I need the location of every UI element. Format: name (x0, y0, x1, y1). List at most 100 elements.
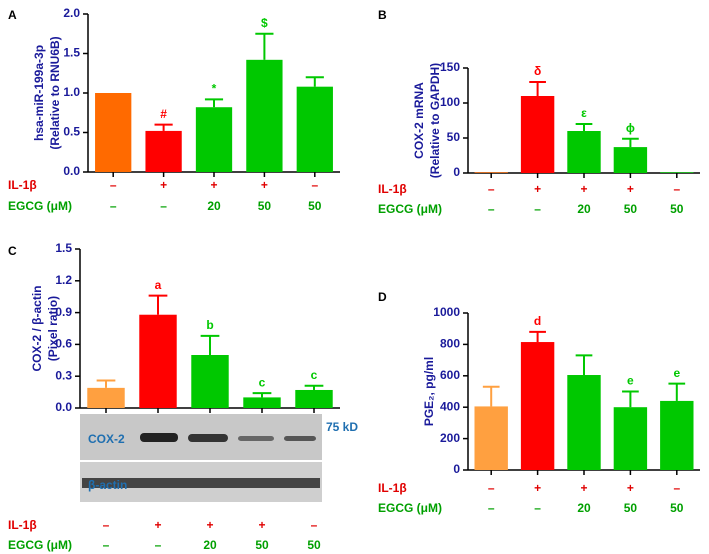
condition-value: – (488, 182, 495, 196)
condition-label: EGCG (μM) (378, 202, 442, 216)
blot-band (284, 436, 316, 441)
condition-label: IL-1β (8, 178, 37, 192)
condition-value: 20 (203, 538, 217, 552)
condition-value: + (210, 178, 217, 192)
value-label: e (627, 374, 634, 388)
value-label: ε (581, 106, 587, 120)
value-label: * (212, 81, 217, 95)
panel-letter: D (378, 290, 387, 304)
y-tick-label: 400 (440, 399, 460, 413)
bar (195, 107, 233, 172)
panel-letter: B (378, 8, 387, 22)
condition-value: – (160, 199, 167, 213)
y-axis-label: hsa-miR-199a-3p (32, 45, 46, 141)
bar (660, 172, 694, 173)
y-tick-label: 1.0 (63, 85, 80, 99)
condition-value: 20 (577, 501, 591, 515)
y-tick-label: 150 (440, 60, 460, 74)
value-label: δ (534, 64, 541, 78)
condition-value: – (534, 202, 541, 216)
panel-letter: C (8, 244, 17, 258)
condition-value: – (673, 182, 680, 196)
y-tick-label: 2.0 (63, 6, 80, 20)
condition-value: 20 (577, 202, 591, 216)
bar (474, 406, 508, 470)
bar (295, 389, 333, 408)
condition-value: 50 (670, 202, 684, 216)
y-tick-label: 600 (440, 368, 460, 382)
y-tick-label: 50 (447, 130, 461, 144)
y-tick-label: 1000 (433, 305, 460, 319)
value-label: $ (261, 16, 268, 30)
condition-value: + (534, 481, 541, 495)
condition-value: 50 (624, 202, 638, 216)
condition-value: – (103, 518, 110, 532)
condition-value: – (488, 202, 495, 216)
condition-label: EGCG (μM) (8, 199, 72, 213)
y-tick-label: 0 (453, 165, 460, 179)
y-axis-label: (Relative to RNU6B) (48, 36, 62, 149)
bar (191, 355, 229, 408)
bar (613, 147, 648, 173)
bar (474, 172, 508, 173)
condition-value: – (311, 178, 318, 192)
y-tick-label: 1.5 (63, 46, 80, 60)
blot-band (188, 434, 228, 442)
y-tick-label: 1.2 (55, 273, 72, 287)
condition-label: IL-1β (8, 518, 37, 532)
y-axis-label: COX-2 mRNA (412, 82, 426, 159)
y-tick-label: 0.0 (55, 400, 72, 414)
y-axis-label: PGE₂, pg/ml (422, 357, 436, 426)
condition-value: + (206, 518, 213, 532)
value-label: c (311, 368, 318, 382)
condition-value: – (103, 538, 110, 552)
bar (296, 86, 333, 172)
y-axis-label: COX-2 / β-actin (30, 285, 44, 371)
condition-value: + (261, 178, 268, 192)
condition-value: – (311, 518, 318, 532)
y-tick-label: 0.9 (55, 305, 72, 319)
condition-value: 50 (308, 199, 322, 213)
condition-value: + (154, 518, 161, 532)
condition-value: + (258, 518, 265, 532)
value-label: c (259, 375, 266, 389)
condition-label: EGCG (μM) (378, 501, 442, 515)
bar (613, 407, 648, 470)
blot-band (82, 478, 320, 488)
value-label: # (160, 107, 167, 121)
bar (87, 387, 125, 408)
condition-value: + (627, 182, 634, 196)
bar (145, 130, 182, 172)
condition-value: + (160, 178, 167, 192)
condition-label: IL-1β (378, 182, 407, 196)
y-tick-label: 200 (440, 431, 460, 445)
condition-value: – (488, 481, 495, 495)
condition-value: – (534, 501, 541, 515)
bar (520, 96, 555, 173)
value-label: e (673, 366, 680, 380)
panel-letter: A (8, 8, 17, 22)
bar (243, 397, 281, 408)
condition-value: + (580, 182, 587, 196)
y-axis-label: (Pixel ratio) (46, 296, 60, 361)
y-axis-label: (Relative to GAPDH) (428, 63, 442, 178)
condition-value: + (580, 481, 587, 495)
blot-label: COX-2 (88, 432, 125, 446)
value-label: b (206, 318, 213, 332)
bar (246, 59, 283, 172)
blot-label: β-actin (88, 478, 127, 492)
y-tick-label: 0.3 (55, 368, 72, 382)
condition-value: – (110, 178, 117, 192)
bar (660, 400, 694, 470)
condition-value: – (110, 199, 117, 213)
bar (139, 314, 177, 408)
condition-value: + (627, 481, 634, 495)
condition-value: 50 (670, 501, 684, 515)
value-label: d (534, 314, 541, 328)
condition-value: 50 (307, 538, 321, 552)
bar (95, 93, 132, 172)
y-tick-label: 0.5 (63, 125, 80, 139)
blot-band (140, 433, 178, 442)
value-label: a (155, 278, 162, 292)
